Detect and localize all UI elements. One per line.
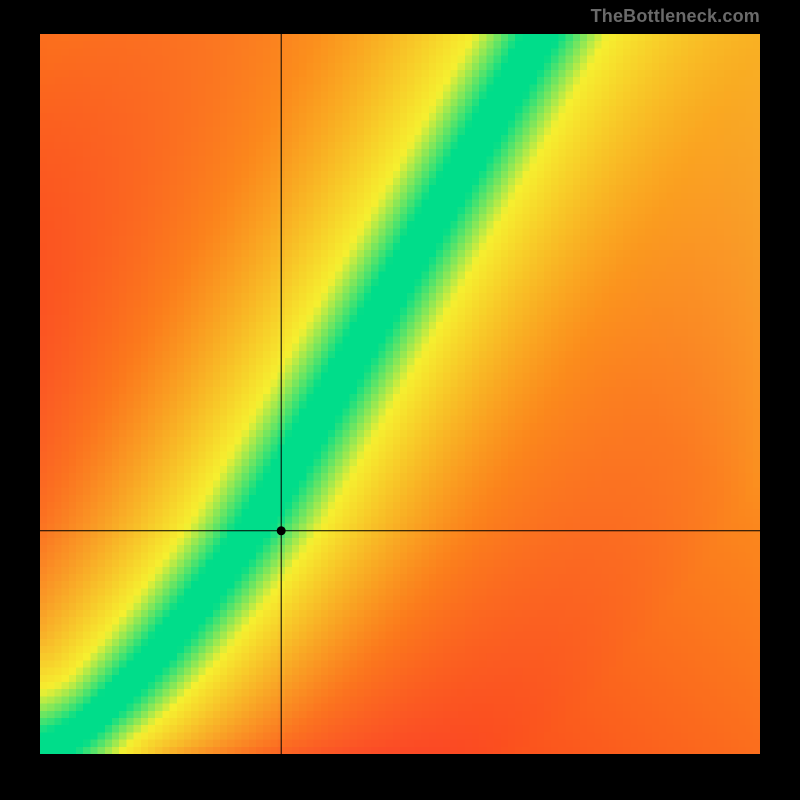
- watermark-text: TheBottleneck.com: [591, 6, 760, 27]
- root: TheBottleneck.com: [0, 0, 800, 800]
- bottleneck-heatmap: [40, 34, 760, 754]
